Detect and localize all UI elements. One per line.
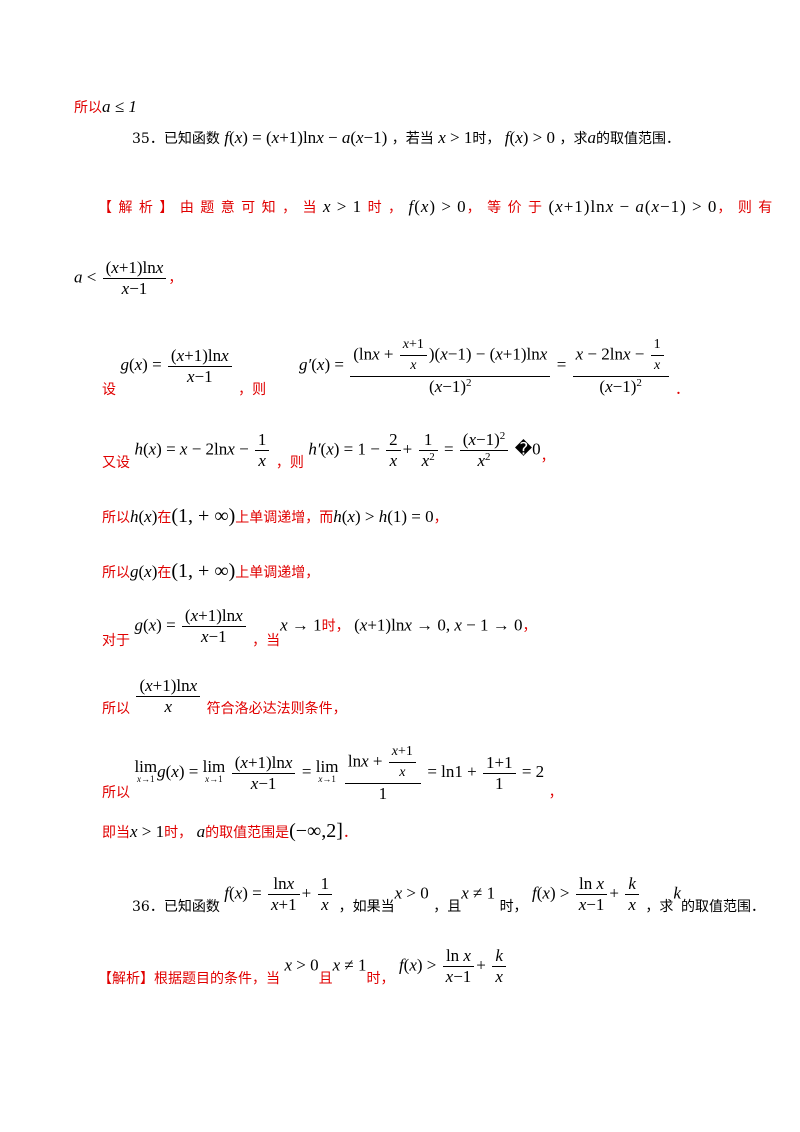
line-define-g: 设 g(x) = (x+1)lnx x−1 ，则 g′(x) = (lnx + x… (102, 335, 690, 398)
text: ，若当 (391, 131, 434, 147)
text: 且 (318, 970, 333, 987)
math: g′ (299, 355, 312, 374)
line-h-increasing: 所以h(x)在(1, + ∞)上单调递增，而h(x) > h(1) = 0， (102, 505, 448, 527)
text: ， (548, 785, 563, 801)
solution-35-intro: 【 解 析 】 由 题 意 可 知 ， 当 x > 1 时 ， f(x) > 0… (98, 197, 774, 216)
math: a (587, 128, 596, 147)
text: ， (540, 448, 555, 465)
math: g (120, 355, 129, 374)
text: ， (522, 618, 537, 635)
question-number: 36． (132, 898, 164, 915)
text: ． (675, 382, 690, 398)
text: 根据题目的条件，当 (154, 970, 280, 987)
text: 在 (157, 510, 172, 526)
text: 的取值范围． (680, 898, 765, 915)
math: g (130, 562, 139, 581)
text: 所以 (102, 785, 130, 801)
text: ，则 (238, 382, 267, 398)
text: 的取值范围． (595, 131, 680, 147)
text: 时， (499, 898, 528, 915)
line-limit-condition: 对于 g(x) = (x+1)lnx x−1 ，当x → 1时， (x+1)lnx… (102, 606, 537, 649)
line-limit-result: 所以 lim x→1 g(x) = lim x→1 (x+1)lnx x−1 = lim… (102, 744, 563, 803)
text: ， (433, 510, 448, 526)
text: 对于 (102, 632, 130, 649)
text: 时， (164, 825, 193, 841)
text: ． (342, 825, 357, 841)
math: h (134, 439, 143, 459)
text: 所以 (102, 565, 130, 581)
text: ，如果当 (338, 898, 395, 915)
math: h′ (308, 439, 321, 459)
math: x (322, 197, 332, 216)
solution-tag: 【解析】 (98, 970, 154, 987)
text: ，且 (433, 898, 462, 915)
text: 所以 (102, 700, 130, 717)
fraction: (x+1)lnx x−1 (102, 258, 167, 299)
limit: lim x→1 (134, 757, 158, 784)
line-answer-35: 即当x > 1时， a的取值范围是(−∞,2]． (102, 820, 357, 842)
inequality-a: a < (x+1)lnx x−1， (74, 258, 183, 299)
text: ，则 (275, 454, 304, 471)
math-expression: a ≤ 1 (102, 97, 137, 116)
text: ，当 (252, 632, 281, 649)
math-text: �0 (514, 439, 541, 459)
question-number: 35． (132, 131, 164, 147)
text: ， 则 有 (717, 200, 774, 216)
text: 时， (472, 131, 501, 147)
question-35: 35．已知函数 f(x) = (x+1)lnx − a(x−1) ，若当 x >… (132, 128, 680, 147)
text: 已知函数 (163, 131, 220, 147)
math: g (134, 615, 143, 635)
text: 所以 (74, 100, 102, 116)
text: ， 等 价 于 (466, 200, 544, 216)
text: 上单调递增，而 (235, 510, 334, 526)
line-conclusion-a: 所以a ≤ 1 (74, 97, 137, 117)
text: 又设 (102, 454, 130, 471)
solution-tag: 【 解 析 】 (98, 200, 175, 216)
math: x (438, 128, 446, 147)
text: 的取值范围是 (205, 825, 290, 841)
text: 时 ， (367, 200, 404, 216)
line-g-increasing: 所以g(x)在(1, + ∞)上单调递增， (102, 560, 320, 582)
fraction-gprime: (lnx + x+1 x)(x−1) − (x+1)lnx (x−1)2 (350, 335, 551, 397)
math: a (74, 267, 83, 287)
text: 上单调递增， (235, 565, 320, 581)
function-f: f (224, 128, 230, 147)
text: 已知函数 (163, 898, 220, 915)
text: 在 (157, 565, 172, 581)
text: 符合洛必达法则条件， (206, 700, 347, 717)
text: ， (168, 270, 183, 287)
fraction-gprime-simplified: x − 2lnx − 1 x (x−1)2 (572, 335, 669, 397)
text: ，求 (559, 131, 588, 147)
text: 设 (102, 382, 116, 398)
math: f (504, 128, 510, 147)
text: ，求 (645, 898, 674, 915)
text: 时， (366, 970, 395, 987)
text: 由 题 意 可 知 ， 当 (179, 200, 318, 216)
math: (x+1)lnx − a(x−1) > 0 (548, 197, 718, 216)
fraction-g: (x+1)lnx x−1 (167, 346, 232, 387)
text: 所以 (102, 510, 130, 526)
text: 即当 (102, 825, 130, 841)
text: 时， (321, 618, 350, 635)
math: f (408, 197, 415, 216)
math: h (130, 507, 139, 526)
line-lhopital: 所以 (x+1)lnx x 符合洛必达法则条件， (102, 676, 347, 717)
